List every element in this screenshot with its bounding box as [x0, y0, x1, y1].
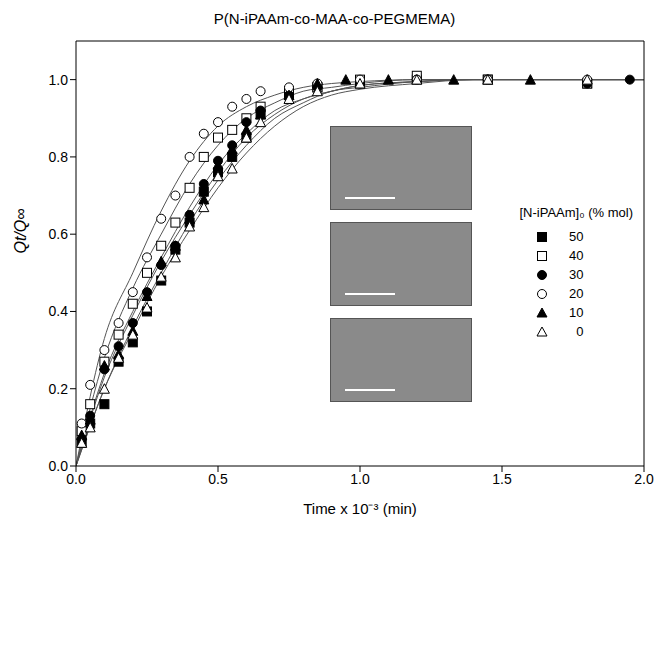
- html-text:0: 0: [576, 324, 584, 339]
- html-text:[N-iPAAm]₀ (% mol): [N-iPAAm]₀ (% mol): [519, 205, 633, 220]
- svg-text:1.0: 1.0: [350, 471, 370, 487]
- html-text:P(N-iPAAm-co-MAA-co-PEGMEMA): P(N-iPAAm-co-MAA-co-PEGMEMA): [213, 10, 456, 27]
- svg-text:Time x 10⁻³ (min): Time x 10⁻³ (min): [303, 500, 417, 517]
- html-text:40: 40: [569, 248, 584, 263]
- svg-text:0.2: 0.2: [49, 381, 69, 397]
- svg-text:0.6: 0.6: [49, 226, 69, 242]
- svg-text:0.0: 0.0: [49, 458, 69, 474]
- svg-text:1.0: 1.0: [49, 72, 69, 88]
- svg-text:Qt/Q∞: Qt/Q∞: [12, 208, 29, 253]
- svg-text:0.4: 0.4: [49, 303, 69, 319]
- html-text:50: 50: [569, 229, 584, 244]
- html-text:10: 10: [569, 305, 584, 320]
- html-text:20: 20: [569, 286, 584, 301]
- svg-text:0.0: 0.0: [66, 471, 86, 487]
- svg-text:0.5: 0.5: [208, 471, 228, 487]
- html-text:30: 30: [569, 267, 584, 282]
- svg-text:0.8: 0.8: [49, 149, 69, 165]
- svg-text:2.0: 2.0: [634, 471, 654, 487]
- svg-text:1.5: 1.5: [492, 471, 512, 487]
